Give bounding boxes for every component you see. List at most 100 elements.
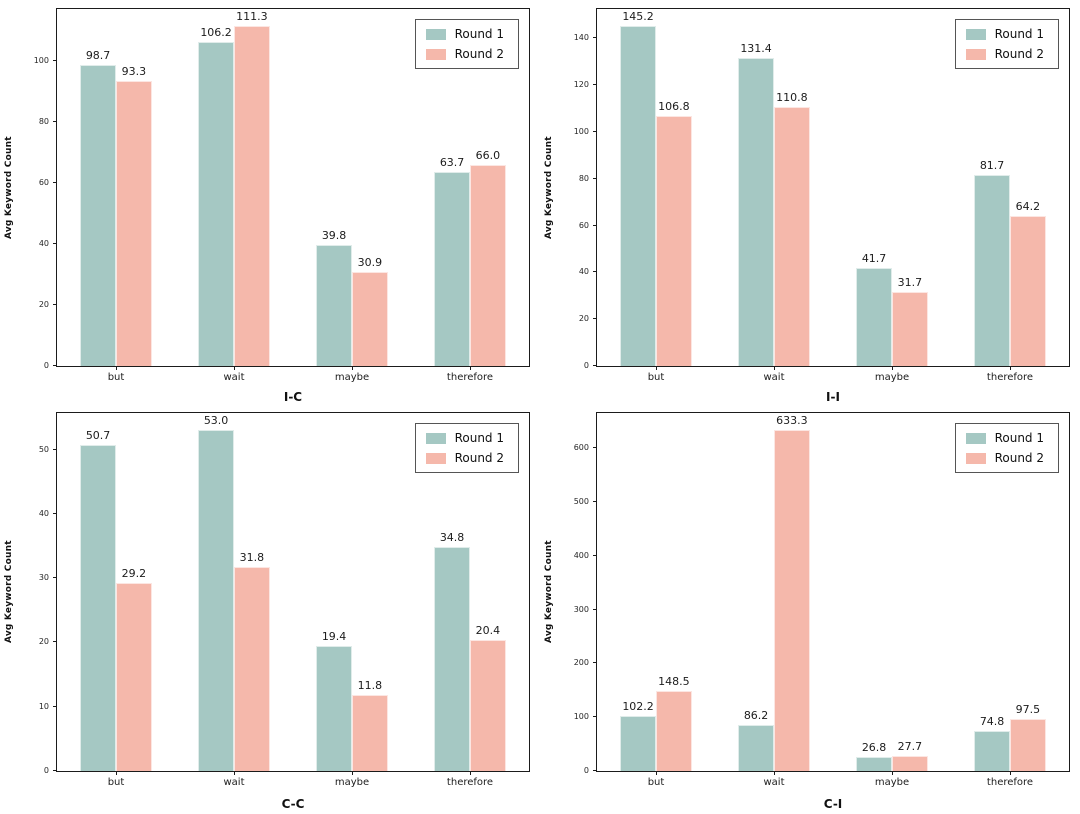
legend-entry: Round 1: [425, 27, 504, 41]
bar-round1-therefore: [434, 547, 470, 771]
plot-area: 0 100 200 300 400 500 600 102.2 148.5 but 86.2 633.…: [574, 412, 1070, 788]
y-tick-label: 10: [38, 701, 49, 711]
bar-round1-wait: [198, 430, 234, 771]
y-tick-mark: [593, 608, 597, 610]
y-tick-label: 600: [573, 443, 589, 452]
bar-round2-wait: [774, 106, 810, 366]
bar-round1-wait: [738, 58, 774, 366]
y-tick-label: 200: [573, 658, 589, 668]
value-label: 102.2: [622, 699, 654, 713]
y-tick-label: 400: [573, 550, 589, 560]
bar-round2-maybe: [352, 695, 388, 771]
value-label: 53.0: [203, 414, 229, 428]
y-tick-label: 0: [43, 361, 49, 370]
legend-entry: Round 1: [425, 431, 504, 445]
legend: Round 1 Round 2: [414, 19, 519, 69]
x-tick-mark: [234, 366, 235, 370]
y-tick-mark: [53, 59, 57, 61]
plot-area: 0 20 40 60 80 100 120 140 145.2 106.8 but 131.4 110.…: [574, 8, 1070, 383]
y-tick-label: 40: [578, 267, 589, 277]
legend-swatch: [425, 432, 446, 444]
x-tick-mark: [892, 366, 893, 370]
x-tick-label: but: [107, 372, 125, 383]
bar-round1-but: [620, 26, 656, 366]
legend-entry: Round 2: [425, 451, 504, 465]
bar-round1-wait: [198, 41, 234, 366]
legend-swatch: [425, 48, 446, 60]
y-tick-label: 500: [573, 496, 589, 506]
legend-label: Round 1: [454, 27, 504, 41]
y-tick-mark: [593, 271, 597, 273]
y-tick-mark: [53, 303, 57, 305]
value-label: 145.2: [622, 10, 654, 24]
y-tick-mark: [53, 512, 57, 514]
x-tick-label: wait: [223, 372, 245, 383]
subplot-title: I-C: [283, 390, 303, 404]
y-tick-mark: [593, 500, 597, 502]
x-tick-label: wait: [763, 372, 785, 383]
value-label: 41.7: [861, 252, 887, 266]
y-axis-label: Avg Keyword Count: [4, 540, 14, 644]
subplot-title: C-C: [281, 797, 305, 811]
x-tick-mark: [1010, 366, 1011, 370]
bar-round2-maybe: [352, 271, 388, 366]
bar-round2-but: [656, 115, 692, 366]
value-label: 66.0: [475, 148, 501, 162]
x-tick-label: wait: [223, 777, 245, 788]
y-tick-label: 60: [38, 177, 49, 187]
x-tick-label: but: [647, 372, 665, 383]
bar-round2-wait: [774, 430, 810, 771]
subplot-title: C-I: [823, 797, 843, 811]
bar-round1-maybe: [316, 646, 352, 771]
legend-swatch: [425, 28, 446, 40]
legend-label: Round 2: [994, 451, 1044, 465]
value-label: 86.2: [743, 708, 769, 722]
x-tick-mark: [774, 771, 775, 775]
legend: Round 1 Round 2: [414, 423, 519, 473]
plot-area: 0 20 40 60 80 100 98.7 93.3 but 106.2 111.3 wait 39.…: [34, 8, 530, 383]
value-label: 26.8: [861, 740, 887, 754]
subplot-i-c: Avg Keyword Count 0 20 40 60 80 100 98.7 93.3 bu…: [0, 0, 540, 407]
y-tick-label: 20: [578, 314, 589, 324]
legend-swatch: [965, 452, 986, 464]
value-label: 148.5: [658, 675, 690, 689]
bar-round1-therefore: [974, 730, 1010, 771]
bar-round2-therefore: [470, 164, 506, 366]
subplot-c-i: Avg Keyword Count 0 100 200 300 400 500 600 102…: [540, 407, 1080, 814]
value-label: 11.8: [357, 679, 383, 693]
bar-round2-but: [116, 583, 152, 771]
y-tick-mark: [53, 705, 57, 707]
x-tick-mark: [116, 771, 117, 775]
y-tick-label: 100: [573, 126, 589, 136]
y-tick-label: 0: [43, 766, 49, 775]
legend-swatch: [965, 48, 986, 60]
y-tick-mark: [593, 37, 597, 39]
y-tick-mark: [53, 577, 57, 579]
y-tick-mark: [593, 224, 597, 226]
y-tick-label: 0: [583, 361, 589, 370]
legend-entry: Round 2: [425, 47, 504, 61]
bar-round2-but: [656, 691, 692, 771]
x-tick-mark: [352, 366, 353, 370]
bar-round1-but: [620, 715, 656, 771]
value-label: 34.8: [439, 531, 465, 545]
y-tick-label: 100: [573, 712, 589, 722]
legend-entry: Round 2: [965, 47, 1044, 61]
bar-round1-wait: [738, 724, 774, 771]
x-tick-label: maybe: [334, 777, 370, 788]
y-tick-mark: [593, 554, 597, 556]
y-tick-mark: [593, 770, 597, 771]
x-tick-label: but: [647, 777, 665, 788]
y-tick-mark: [53, 770, 57, 771]
x-tick-mark: [470, 366, 471, 370]
x-tick-label: therefore: [446, 372, 494, 383]
y-axis-label: Avg Keyword Count: [544, 540, 554, 644]
legend-label: Round 1: [994, 27, 1044, 41]
value-label: 20.4: [475, 623, 501, 637]
x-tick-label: therefore: [986, 777, 1034, 788]
value-label: 31.7: [897, 275, 923, 289]
subplot-c-c: Avg Keyword Count 0 10 20 30 40 50 50.7 29.2 but…: [0, 407, 540, 814]
legend-entry: Round 2: [965, 451, 1044, 465]
y-tick-label: 40: [38, 238, 49, 248]
x-tick-label: maybe: [874, 777, 910, 788]
